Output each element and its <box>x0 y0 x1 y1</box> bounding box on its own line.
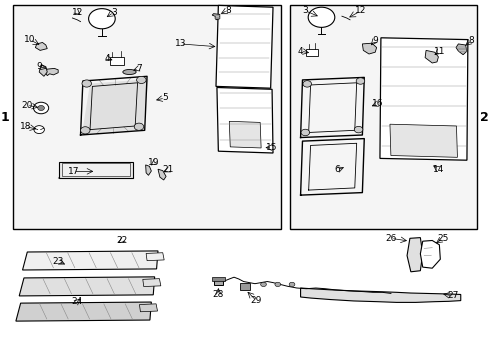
Polygon shape <box>212 14 219 20</box>
Circle shape <box>82 80 91 87</box>
Bar <box>110 57 123 65</box>
Text: 25: 25 <box>437 234 448 243</box>
Text: 9: 9 <box>371 36 377 45</box>
Bar <box>212 277 224 281</box>
Text: 6: 6 <box>334 166 339 175</box>
Text: 29: 29 <box>250 296 262 305</box>
Polygon shape <box>145 165 151 175</box>
Polygon shape <box>420 240 439 268</box>
Text: 20: 20 <box>21 101 32 110</box>
Polygon shape <box>217 87 272 153</box>
Circle shape <box>303 81 311 87</box>
Polygon shape <box>45 68 58 76</box>
Polygon shape <box>19 277 154 296</box>
Bar <box>59 162 133 178</box>
Circle shape <box>288 282 294 287</box>
Bar <box>13 5 281 229</box>
Circle shape <box>134 123 143 130</box>
Text: 23: 23 <box>52 256 64 266</box>
Bar <box>305 49 318 56</box>
Circle shape <box>38 105 44 111</box>
Polygon shape <box>389 124 456 157</box>
Polygon shape <box>216 5 272 88</box>
Text: 8: 8 <box>224 6 230 15</box>
Text: 3: 3 <box>302 6 307 15</box>
Polygon shape <box>300 288 460 302</box>
Circle shape <box>274 282 280 287</box>
Text: 10: 10 <box>24 35 35 44</box>
Circle shape <box>260 282 266 287</box>
Text: 11: 11 <box>433 47 444 56</box>
Text: 8: 8 <box>468 36 473 45</box>
Polygon shape <box>229 121 261 148</box>
Polygon shape <box>139 304 157 312</box>
Text: 5: 5 <box>162 94 168 103</box>
Text: 7: 7 <box>136 64 142 73</box>
Circle shape <box>301 129 309 136</box>
Text: 2: 2 <box>479 111 488 123</box>
Polygon shape <box>406 238 422 272</box>
Polygon shape <box>35 42 47 50</box>
Polygon shape <box>142 279 161 287</box>
Polygon shape <box>158 169 166 180</box>
Text: 19: 19 <box>148 158 160 167</box>
Polygon shape <box>39 65 47 76</box>
Circle shape <box>354 126 362 133</box>
Text: 16: 16 <box>371 99 383 108</box>
Polygon shape <box>22 251 158 270</box>
Circle shape <box>136 76 146 84</box>
Text: 24: 24 <box>71 297 82 306</box>
Bar <box>239 283 250 290</box>
Polygon shape <box>82 79 148 134</box>
Ellipse shape <box>122 69 136 75</box>
Text: 18: 18 <box>20 122 32 131</box>
Polygon shape <box>16 302 151 321</box>
Text: 26: 26 <box>385 234 396 243</box>
Bar <box>61 163 130 176</box>
Text: 12: 12 <box>354 6 366 15</box>
Polygon shape <box>424 50 438 63</box>
Circle shape <box>33 102 49 114</box>
Polygon shape <box>379 38 467 160</box>
Circle shape <box>81 127 90 134</box>
Text: 17: 17 <box>67 167 79 176</box>
Circle shape <box>88 9 115 29</box>
Text: 4: 4 <box>297 47 303 56</box>
Circle shape <box>307 7 334 27</box>
Text: 13: 13 <box>174 40 186 49</box>
Text: 3: 3 <box>111 8 117 17</box>
Text: 15: 15 <box>266 143 277 152</box>
Circle shape <box>355 78 364 84</box>
Text: 9: 9 <box>36 62 42 71</box>
Text: 21: 21 <box>163 166 174 175</box>
Text: 28: 28 <box>212 290 224 299</box>
Text: 22: 22 <box>116 236 127 245</box>
Bar <box>289 5 476 229</box>
Text: 1: 1 <box>0 111 9 123</box>
Circle shape <box>34 126 44 134</box>
Text: 14: 14 <box>432 165 443 174</box>
Text: 27: 27 <box>446 292 457 300</box>
Bar <box>213 279 223 285</box>
Polygon shape <box>146 253 164 261</box>
Polygon shape <box>362 43 376 54</box>
Text: 12: 12 <box>71 8 83 17</box>
Polygon shape <box>455 44 466 55</box>
Text: 4: 4 <box>104 54 110 63</box>
